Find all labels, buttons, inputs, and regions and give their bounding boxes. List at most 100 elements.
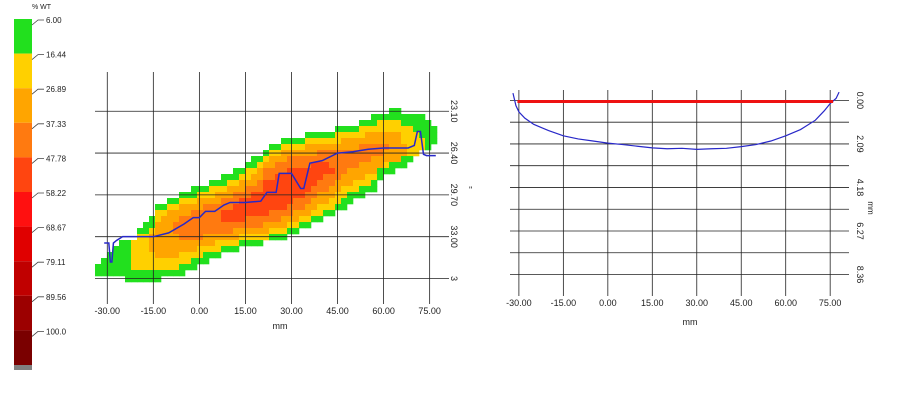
heatmap-cell: [251, 162, 258, 169]
heatmap-cell: [359, 186, 366, 193]
heatmap-cell: [167, 222, 174, 229]
heatmap-cell: [293, 138, 300, 145]
heatmap-cell: [167, 258, 174, 265]
heatmap-cell: [251, 234, 258, 241]
heatmap-cell: [131, 252, 138, 259]
heatmap-cell: [359, 168, 366, 175]
heatmap-cell: [203, 240, 210, 247]
heatmap-cell: [167, 234, 174, 241]
heatmap-cell: [155, 222, 162, 229]
heatmap-cell: [299, 144, 306, 151]
heatmap-cell: [281, 156, 288, 163]
heatmap-cell: [191, 240, 198, 247]
profile-grid: [510, 90, 849, 296]
heatmap-cell: [149, 264, 156, 271]
legend-leader: [31, 296, 44, 303]
heatmap-x-ticks: -30.00 -15.00 0.00 15.00 30.00 45.00 60.00 75.0…: [95, 306, 441, 316]
heatmap-cell: [335, 168, 342, 175]
heatmap-cell: [293, 198, 300, 205]
heatmap-cell: [311, 132, 318, 139]
heatmap-cell: [113, 270, 120, 277]
heatmap-cell: [191, 258, 198, 265]
heatmap-cell: [209, 246, 216, 253]
legend-leader: [31, 19, 44, 26]
heatmap-cell: [101, 264, 108, 271]
heatmap-cell: [215, 186, 222, 193]
heatmap-cell: [365, 156, 372, 163]
heatmap-cell: [317, 162, 324, 169]
legend-leader: [31, 192, 44, 199]
legend-level-label: 89.56: [46, 293, 67, 302]
heatmap-cell: [257, 216, 264, 223]
heatmap-cell: [227, 204, 234, 211]
heatmap-cell: [251, 180, 258, 187]
heatmap-cell: [377, 114, 384, 121]
heatmap-cell: [173, 204, 180, 211]
heatmap-cell: [347, 126, 354, 133]
heatmap-cell: [281, 144, 288, 151]
heatmap-cell: [323, 174, 330, 181]
heatmap-cell: [377, 168, 384, 175]
heatmap-cell: [425, 144, 432, 151]
heatmap-cell: [317, 132, 324, 139]
heatmap-x-tick-label: 60.00: [372, 306, 395, 316]
heatmap-cell: [311, 162, 318, 169]
heatmap-cell: [245, 240, 252, 247]
heatmap-cell: [257, 240, 264, 247]
heatmap-cell: [341, 156, 348, 163]
heatmap-cell: [197, 204, 204, 211]
heatmap-cell: [341, 162, 348, 169]
heatmap-cell: [275, 198, 282, 205]
heatmap-cell: [293, 222, 300, 229]
heatmap-cell: [173, 252, 180, 259]
profile-y-ticks: 0.00 2.09 4.18 6.27 8.36: [855, 92, 865, 284]
heatmap-cell: [179, 216, 186, 223]
heatmap-cell: [119, 252, 126, 259]
heatmap-cell: [413, 144, 420, 151]
heatmap-cell: [389, 120, 396, 127]
heatmap-cell: [215, 228, 222, 235]
heatmap-cell: [263, 180, 270, 187]
heatmap-cell: [119, 258, 126, 265]
heatmap-cell: [245, 228, 252, 235]
legend-swatch-base: [14, 365, 32, 370]
heatmap-cell: [347, 198, 354, 205]
heatmap-cell: [149, 240, 156, 247]
heatmap-cell: [269, 162, 276, 169]
heatmap-cell: [185, 246, 192, 253]
heatmap-cell: [377, 156, 384, 163]
heatmap-cell: [95, 270, 102, 277]
heatmap-cell: [269, 204, 276, 211]
heatmap-cell: [179, 264, 186, 271]
heatmap-cell: [251, 168, 258, 175]
heatmap-y-unit-mark: ": [469, 185, 472, 195]
heatmap-cell: [407, 132, 414, 139]
heatmap-cell: [323, 132, 330, 139]
heatmap-cell: [173, 228, 180, 235]
heatmap-cell: [233, 240, 240, 247]
heatmap-cell: [203, 198, 210, 205]
heatmap-cell: [305, 198, 312, 205]
heatmap-cell: [275, 144, 282, 151]
heatmap-cell: [293, 156, 300, 163]
heatmap-cell: [185, 258, 192, 265]
heatmap-cell: [371, 174, 378, 181]
heatmap-cell: [323, 186, 330, 193]
heatmap-cell: [401, 132, 408, 139]
heatmap-cell: [227, 228, 234, 235]
heatmap-cell: [173, 234, 180, 241]
heatmap-cell: [113, 258, 120, 265]
profile-x-tick-label: 75.00: [819, 298, 842, 308]
heatmap-cell: [275, 162, 282, 169]
heatmap-cell: [293, 162, 300, 169]
heatmap-cell: [293, 174, 300, 181]
profile-x-axis-label: mm: [683, 317, 698, 327]
heatmap-cell: [347, 144, 354, 151]
heatmap-cell: [365, 174, 372, 181]
heatmap-cell: [359, 162, 366, 169]
heatmap-cell: [269, 174, 276, 181]
heatmap-cell: [311, 216, 318, 223]
heatmap-cell: [185, 210, 192, 217]
heatmap-cell: [233, 210, 240, 217]
heatmap-cell: [329, 138, 336, 145]
